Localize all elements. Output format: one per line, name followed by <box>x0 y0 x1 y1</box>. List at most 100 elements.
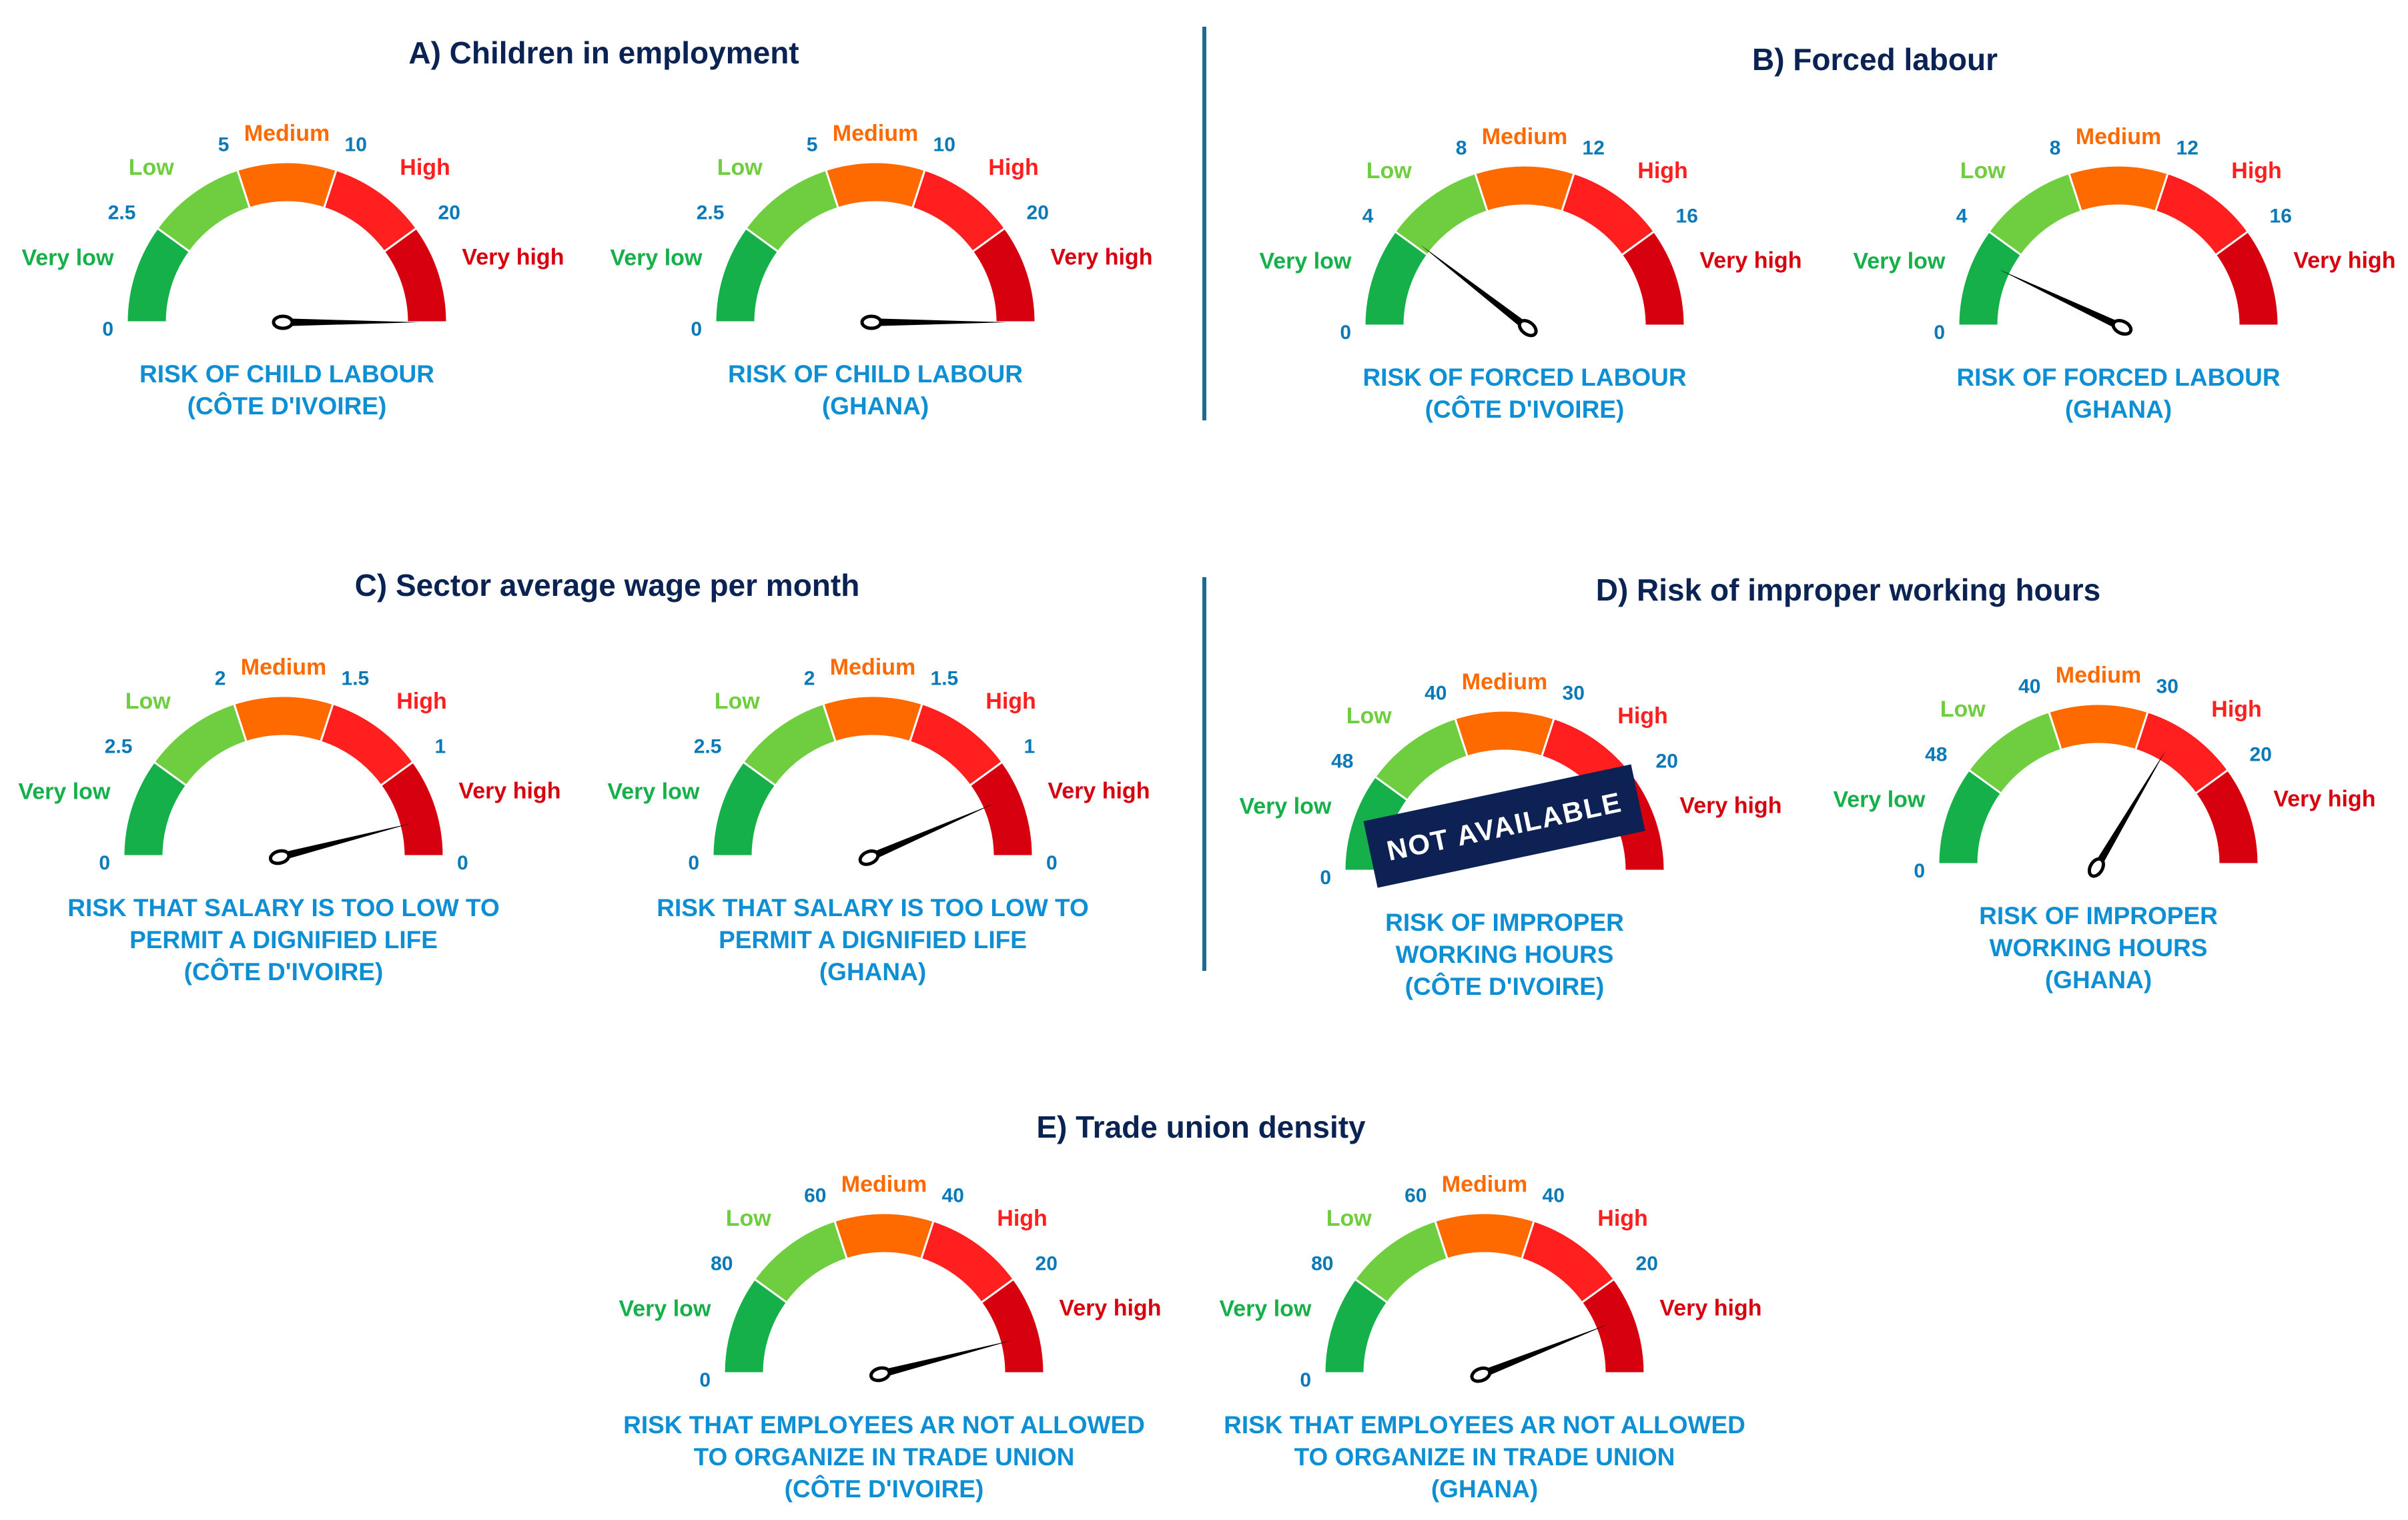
gauge-band-medium <box>232 695 335 743</box>
category-label-very-low: Very low <box>1833 787 1926 813</box>
gauge-band-very-high <box>1580 1277 1646 1375</box>
gauge-needle <box>1477 1324 1608 1380</box>
gauge-c-ghana: Very low Low Medium High Very high 0 2.5 2 1.5 1 0… <box>607 655 1150 986</box>
category-label-very-high: Very high <box>462 245 564 270</box>
gauge-band-low <box>744 168 840 254</box>
tick-label: 0 <box>99 852 110 874</box>
tick-label: 5 <box>807 134 818 156</box>
gauge-caption: RISK OF IMPROPER <box>1385 909 1624 936</box>
gauge-needle-hub <box>268 849 291 865</box>
gauge-e-ghana: Very low Low Medium High Very high 0 80 60 40 20 R… <box>1219 1172 1761 1503</box>
category-label-very-high: Very high <box>1679 793 1781 819</box>
category-label-very-high: Very high <box>1659 1296 1761 1321</box>
category-label-low: Low <box>715 689 761 714</box>
gauge-caption: (GHANA) <box>2045 966 2152 994</box>
section-title: E) Trade union density <box>1036 1110 1366 1144</box>
gauge-band-very-high <box>979 1277 1046 1375</box>
gauge-needle-hub <box>858 849 880 866</box>
category-label-medium: Medium <box>833 121 918 146</box>
gauge-caption: RISK THAT EMPLOYEES AR NOT ALLOWED <box>1224 1411 1745 1439</box>
category-label-low: Low <box>125 689 171 714</box>
section-titles: A) Children in employment B) Forced labou… <box>355 35 2101 1144</box>
tick-label: 1 <box>435 735 446 757</box>
section-title: C) Sector average wage per month <box>355 568 860 603</box>
tick-label: 0 <box>691 318 702 340</box>
gauge-caption: PERMIT A DIGNIFIED LIFE <box>719 926 1027 954</box>
category-label-high: High <box>985 689 1036 714</box>
gauge-caption: (GHANA) <box>822 392 929 420</box>
gauge-caption: (GHANA) <box>1431 1475 1538 1503</box>
gauge-needle <box>869 318 1008 326</box>
tick-label: 2.5 <box>108 202 136 224</box>
gauge-needle <box>276 823 412 862</box>
category-label-medium: Medium <box>1462 669 1547 695</box>
tick-label: 0 <box>1914 860 1925 882</box>
category-label-low: Low <box>1960 158 2006 183</box>
tick-label: 48 <box>1331 750 1353 772</box>
gauge-caption: RISK OF CHILD LABOUR <box>139 360 434 388</box>
category-label-medium: Medium <box>1482 124 1567 149</box>
tick-label: 16 <box>2270 205 2292 227</box>
gauge-caption: (GHANA) <box>2065 396 2172 423</box>
tick-label: 4 <box>1362 205 1374 227</box>
gauge-band-very-high <box>971 226 1037 324</box>
category-label-very-low: Very low <box>619 1296 711 1322</box>
category-label-low: Low <box>717 155 763 180</box>
tick-label: 20 <box>1027 202 1049 224</box>
gauge-band-low <box>1373 717 1469 802</box>
tick-label: 1.5 <box>931 668 959 690</box>
gauge-caption: RISK THAT SALARY IS TOO LOW TO <box>67 894 500 921</box>
category-label-very-high: Very high <box>1048 779 1150 804</box>
category-label-very-high: Very high <box>1059 1296 1161 1321</box>
tick-label: 40 <box>942 1185 964 1207</box>
gauge-needle <box>280 318 419 326</box>
gauge-band-low <box>741 702 837 787</box>
gauge-needle-hub <box>2087 857 2105 878</box>
gauge-needle-hub <box>272 314 294 330</box>
category-label-medium: Medium <box>841 1172 927 1197</box>
tick-label: 30 <box>1563 683 1585 705</box>
gauge-caption: WORKING HOURS <box>1396 941 1614 968</box>
gauge-b-cote-divoire: Very low Low Medium High Very high 0 4 8 12 16 RIS… <box>1259 124 1801 423</box>
tick-label: 40 <box>1543 1185 1565 1207</box>
gauge-needle <box>1998 269 2126 332</box>
category-label-very-high: Very high <box>2273 787 2375 812</box>
gauge-needle-hub <box>2111 318 2133 336</box>
section-title: D) Risk of improper working hours <box>1596 573 2101 607</box>
category-label-medium: Medium <box>244 121 330 146</box>
gauge-caption: RISK OF CHILD LABOUR <box>728 360 1023 388</box>
tick-label: 80 <box>711 1252 733 1274</box>
category-label-low: Low <box>1366 158 1413 183</box>
gauge-band-very-high <box>2194 768 2260 865</box>
tick-label: 60 <box>804 1185 826 1207</box>
tick-label: 0 <box>1320 867 1331 889</box>
tick-label: 0 <box>688 852 699 874</box>
category-label-very-high: Very high <box>1050 245 1152 270</box>
category-label-very-low: Very low <box>607 779 700 805</box>
gauge-caption: (CÔTE D'IVOIRE) <box>1405 972 1605 1000</box>
tick-label: 30 <box>2156 676 2178 698</box>
gauge-needle-hub <box>1517 319 1538 338</box>
gauge-caption: RISK OF FORCED LABOUR <box>1362 364 1686 391</box>
gauge-caption: (GHANA) <box>819 958 926 986</box>
gauge-band-low <box>1393 171 1489 257</box>
tick-label: 2 <box>215 668 226 690</box>
tick-label: 2 <box>804 668 815 690</box>
category-label-medium: Medium <box>1442 1172 1527 1197</box>
tick-label: 2.5 <box>105 735 133 757</box>
gauge-band-medium <box>1473 164 1576 213</box>
tick-label: 20 <box>438 202 460 224</box>
tick-label: 10 <box>933 134 955 156</box>
category-label-high: High <box>2231 158 2282 183</box>
category-label-low: Low <box>1326 1206 1372 1231</box>
category-label-very-high: Very high <box>458 779 560 804</box>
gauge-a-ghana: Very low Low Medium High Very high 0 2.5 5 10 20 R… <box>610 121 1152 420</box>
tick-label: 60 <box>1404 1185 1427 1207</box>
tick-label: 10 <box>345 134 367 156</box>
tick-label: 4 <box>1956 205 1968 227</box>
tick-label: 16 <box>1676 205 1698 227</box>
category-label-very-low: Very low <box>18 779 111 805</box>
tick-label: 0 <box>102 318 113 340</box>
gauge-band-low <box>155 168 252 254</box>
